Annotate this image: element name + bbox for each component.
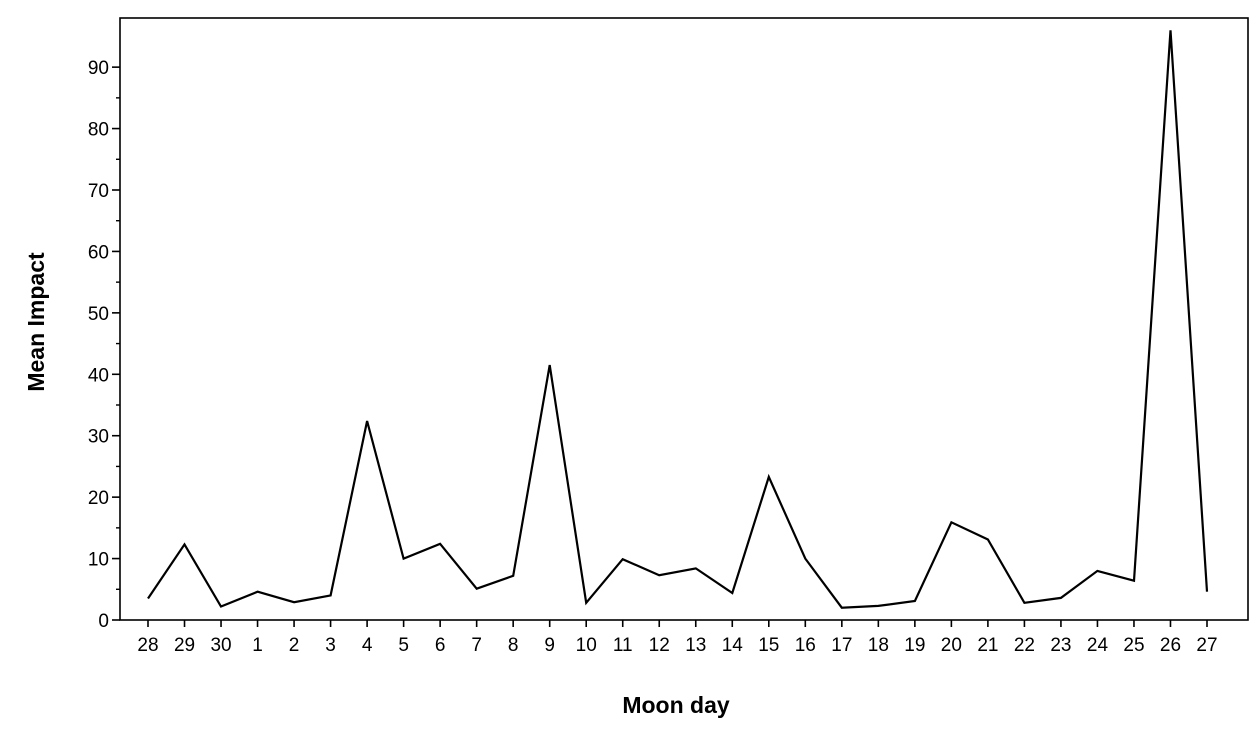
y-tick-label: 30 xyxy=(88,427,109,448)
y-tick-label: 60 xyxy=(88,242,109,263)
x-tick-label: 15 xyxy=(758,635,779,656)
y-tick-label: 90 xyxy=(88,58,109,79)
x-tick-label: 12 xyxy=(649,635,670,656)
y-tick-label: 80 xyxy=(88,120,109,141)
x-tick-label: 30 xyxy=(210,635,231,656)
y-tick-label: 20 xyxy=(88,488,109,509)
x-tick-label: 11 xyxy=(613,635,633,656)
x-tick-label: 18 xyxy=(868,635,889,656)
x-tick-label: 26 xyxy=(1160,635,1181,656)
x-axis: 28 29 30 1 2 3 4 5 6 7 8 9 10 11 12 13 14 15 16 17 18 19 20 21 2… xyxy=(137,620,1218,656)
x-tick-label: 23 xyxy=(1050,635,1071,656)
x-tick-label: 2 xyxy=(289,635,300,656)
x-tick-label: 17 xyxy=(831,635,852,656)
y-axis-title: Mean Impact xyxy=(23,252,49,392)
x-tick-label: 25 xyxy=(1123,635,1144,656)
x-tick-label: 22 xyxy=(1014,635,1035,656)
x-tick-label: 27 xyxy=(1196,635,1217,656)
x-tick-label: 21 xyxy=(977,635,998,656)
plot-frame xyxy=(119,17,1249,621)
x-tick-label: 9 xyxy=(544,635,555,656)
x-tick-label: 28 xyxy=(137,635,158,656)
x-tick-label: 14 xyxy=(722,635,744,656)
series-line xyxy=(147,30,1209,609)
x-tick-label: 29 xyxy=(174,635,195,656)
x-tick-label: 6 xyxy=(435,635,446,656)
x-tick-label: 8 xyxy=(508,635,519,656)
y-tick-label: 0 xyxy=(98,611,109,632)
x-tick-label: 5 xyxy=(398,635,409,656)
x-tick-label: 19 xyxy=(904,635,925,656)
x-tick-label: 3 xyxy=(325,635,336,656)
x-tick-label: 4 xyxy=(362,635,373,656)
x-tick-label: 24 xyxy=(1087,635,1109,656)
x-tick-label: 13 xyxy=(685,635,706,656)
y-tick-label: 10 xyxy=(88,550,109,571)
x-tick-label: 16 xyxy=(795,635,816,656)
x-tick-label: 1 xyxy=(252,635,263,656)
y-tick-label: 40 xyxy=(88,365,109,386)
x-tick-label: 20 xyxy=(941,635,962,656)
y-tick-label: 70 xyxy=(88,181,109,202)
y-tick-label: 50 xyxy=(88,304,109,325)
y-axis: 0 10 20 30 40 50 60 70 80 90 xyxy=(88,58,120,632)
x-tick-label: 7 xyxy=(471,635,482,656)
x-tick-label: 10 xyxy=(576,635,597,656)
x-axis-title: Moon day xyxy=(622,692,730,718)
